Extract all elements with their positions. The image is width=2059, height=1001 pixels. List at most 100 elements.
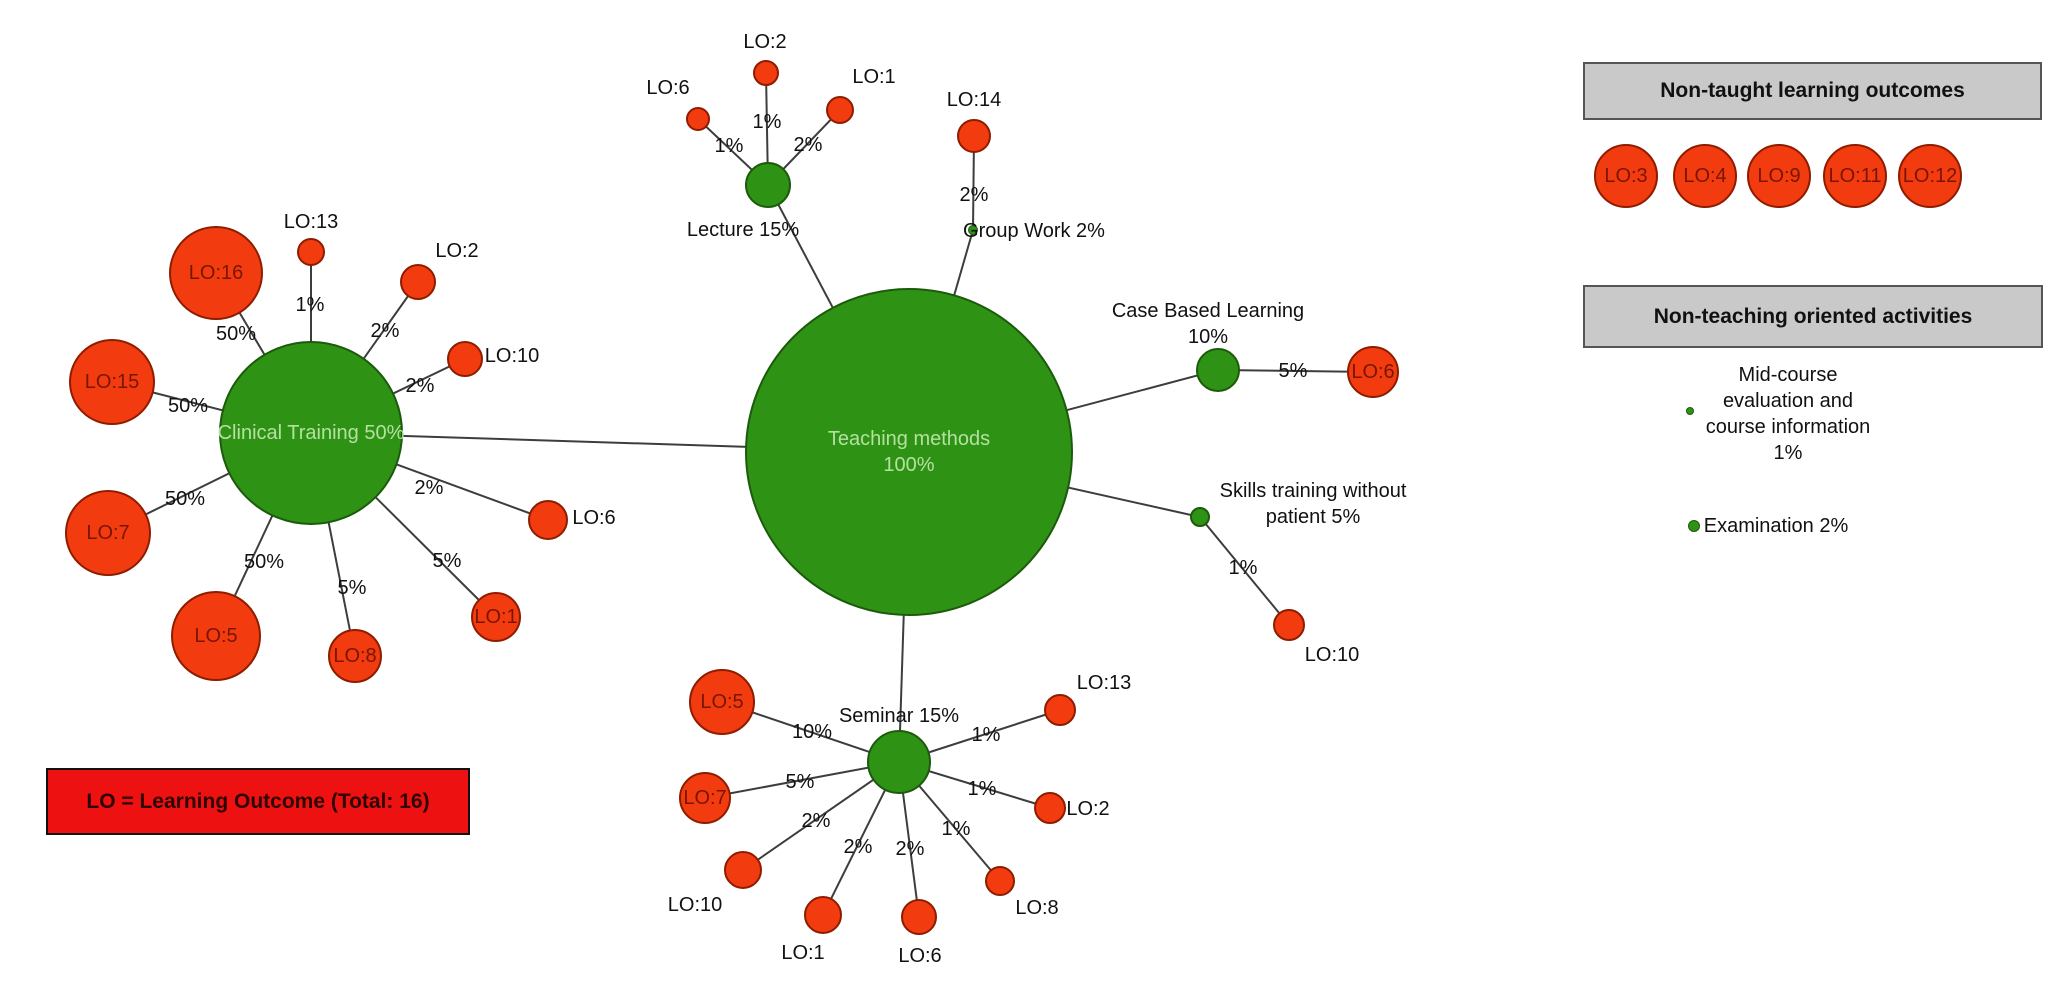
node-label-m8: LO:8 xyxy=(1015,897,1059,919)
node-p11 xyxy=(1823,144,1887,208)
node-label-l2: LO:2 xyxy=(743,31,787,53)
node-label-l6: LO:6 xyxy=(646,77,690,99)
node-p4 xyxy=(1673,144,1737,208)
node-m2 xyxy=(1034,792,1066,824)
edge-label-C-c16: 50% xyxy=(215,323,257,345)
edge-S-s10 xyxy=(1199,516,1290,626)
node-label-p4: LO:4 xyxy=(1683,165,1727,187)
edge-label-M-m7: 5% xyxy=(785,771,815,793)
edge-label-L-l2: 1% xyxy=(752,111,782,133)
node-c15 xyxy=(69,339,155,425)
node-label-c2: LO:2 xyxy=(435,240,479,262)
node-label-c5: LO:5 xyxy=(194,625,238,647)
edge-label-M-m10: 2% xyxy=(801,810,831,832)
edge-M-m7 xyxy=(704,761,900,799)
node-c6 xyxy=(528,500,568,540)
node-c5 xyxy=(171,591,261,681)
node-p12 xyxy=(1898,144,1962,208)
node-label-l14: LO:14 xyxy=(946,89,1002,111)
node-c1 xyxy=(471,592,521,642)
edge-label-C-c15: 50% xyxy=(167,395,209,417)
edge-label-M-m1: 2% xyxy=(843,836,873,858)
node-label-l1: LO:1 xyxy=(852,66,896,88)
edge-label-M-m2: 1% xyxy=(967,778,997,800)
node-m7 xyxy=(679,772,731,824)
node-M xyxy=(867,730,931,794)
node-m13 xyxy=(1044,694,1076,726)
node-label-m5: LO:5 xyxy=(700,691,744,713)
edge-label-C-c10: 2% xyxy=(405,375,435,397)
node-label-m7: LO:7 xyxy=(683,787,727,809)
node-l6 xyxy=(686,107,710,131)
node-label-m1: LO:1 xyxy=(781,942,825,964)
node-c7 xyxy=(65,490,151,576)
node-label-B: Case Based Learning 10% xyxy=(1111,300,1305,348)
node-label-c15: LO:15 xyxy=(84,371,140,393)
node-p9 xyxy=(1747,144,1811,208)
node-label-s10: LO:10 xyxy=(1304,644,1360,666)
node-label-c10: LO:10 xyxy=(484,345,540,367)
node-m10 xyxy=(724,851,762,889)
node-m5 xyxy=(689,669,755,735)
node-c10 xyxy=(447,341,483,377)
edge-label-M-m6: 2% xyxy=(895,838,925,860)
node-a2 xyxy=(1688,520,1700,532)
edge-label-C-c1: 5% xyxy=(432,550,462,572)
edge-label-C-c5: 50% xyxy=(243,551,285,573)
node-label-m10: LO:10 xyxy=(667,894,723,916)
edge-label-L-l1: 2% xyxy=(793,134,823,156)
edge-label-B-b6: 5% xyxy=(1278,360,1308,382)
node-label-m2: LO:2 xyxy=(1066,798,1110,820)
node-label-M: Seminar 15% xyxy=(838,705,960,727)
node-m6 xyxy=(901,899,937,935)
lo-legend-box: LO = Learning Outcome (Total: 16) xyxy=(46,768,470,835)
edge-label-C-c13: 1% xyxy=(295,294,325,316)
node-label-m6: LO:6 xyxy=(898,945,942,967)
node-label-G: Group Work 2% xyxy=(963,220,1105,242)
non-taught-panel-title: Non-taught learning outcomes xyxy=(1660,79,1965,102)
edge-label-C-c7: 50% xyxy=(164,488,206,510)
node-label-p11: LO:11 xyxy=(1828,165,1882,187)
lo-legend-text: LO = Learning Outcome (Total: 16) xyxy=(86,789,430,813)
node-C xyxy=(219,341,403,525)
edge-label-M-m13: 1% xyxy=(971,724,1001,746)
edge-label-C-c2: 2% xyxy=(370,320,400,342)
node-b6 xyxy=(1347,346,1399,398)
node-label-a2: Examination 2% xyxy=(1703,515,1849,537)
edge-label-M-m8: 1% xyxy=(941,818,971,840)
node-c13 xyxy=(297,238,325,266)
node-c2 xyxy=(400,264,436,300)
node-label-c8: LO:8 xyxy=(333,645,377,667)
node-label-c16: LO:16 xyxy=(188,262,244,284)
node-l1 xyxy=(826,96,854,124)
node-m8 xyxy=(985,866,1015,896)
node-c16 xyxy=(169,226,263,320)
node-p3 xyxy=(1594,144,1658,208)
node-B xyxy=(1196,348,1240,392)
node-label-c13: LO:13 xyxy=(283,211,339,233)
edge-label-G-l14: 2% xyxy=(959,184,989,206)
node-label-S: Skills training without patient 5% xyxy=(1219,480,1407,528)
edge-label-L-l6: 1% xyxy=(714,135,744,157)
node-label-p12: LO:12 xyxy=(1902,165,1958,187)
node-s10 xyxy=(1273,609,1305,641)
node-label-c1: LO:1 xyxy=(474,606,518,628)
node-label-C: Clinical Training 50% xyxy=(217,422,405,444)
node-label-L: Lecture 15% xyxy=(686,219,800,241)
node-T xyxy=(745,288,1073,616)
node-a1 xyxy=(1686,407,1694,415)
node-l14 xyxy=(957,119,991,153)
node-label-c7: LO:7 xyxy=(86,522,130,544)
edge-label-M-m5: 10% xyxy=(791,721,833,743)
node-c8 xyxy=(328,629,382,683)
edge-label-C-c8: 5% xyxy=(337,577,367,599)
node-L xyxy=(745,162,791,208)
node-label-b6: LO:6 xyxy=(1351,361,1395,383)
non-teaching-panel-header: Non-teaching oriented activities xyxy=(1583,285,2043,348)
node-label-c6: LO:6 xyxy=(572,507,616,529)
node-label-T: Teaching methods 100% xyxy=(827,428,991,476)
node-l2 xyxy=(753,60,779,86)
node-S xyxy=(1190,507,1210,527)
edge-label-S-s10: 1% xyxy=(1228,557,1258,579)
